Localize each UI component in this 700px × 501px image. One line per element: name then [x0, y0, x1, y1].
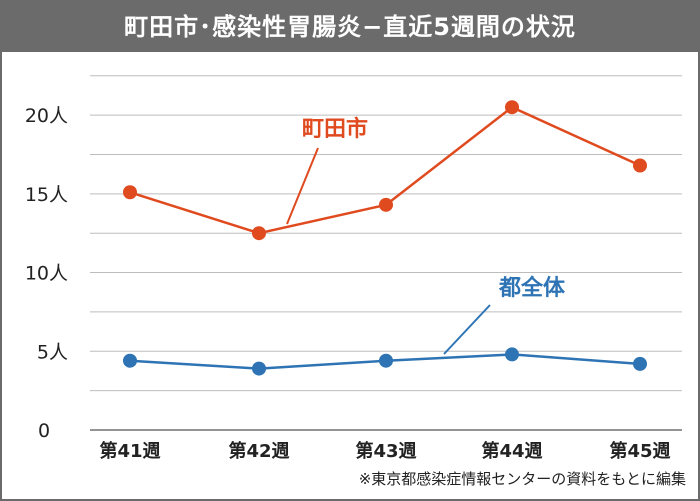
data-point [379, 353, 393, 368]
data-point [633, 158, 647, 173]
chart-title: 町田市･感染性胃腸炎−直近5週間の状況 [2, 2, 698, 52]
x-tick-label: 第45週 [609, 440, 670, 462]
y-tick-label: 10人 [25, 263, 68, 285]
y-tick-label: 15人 [25, 184, 68, 206]
x-tick-label: 第43週 [355, 440, 416, 462]
data-point [633, 356, 647, 371]
series-label: 町田市 [302, 116, 368, 142]
data-point [379, 197, 393, 212]
y-tick-label: 0 [38, 420, 50, 442]
series-line [129, 105, 641, 235]
series-leader-line [443, 304, 491, 355]
data-point [505, 100, 519, 115]
series-label: 都全体 [498, 275, 566, 301]
source-note: ※東京都感染症情報センターの資料をもとに編集 [358, 470, 686, 488]
data-point [123, 185, 137, 200]
x-tick-label: 第42週 [228, 440, 289, 462]
y-tick-label: 5人 [37, 341, 68, 363]
data-point [505, 347, 519, 362]
x-tick-label: 第44週 [481, 440, 542, 462]
y-tick-label: 20人 [25, 105, 68, 127]
series-leader-line [286, 147, 319, 225]
data-point [252, 226, 266, 241]
x-tick-label: 第41週 [99, 440, 160, 462]
data-point [123, 353, 137, 368]
data-point [252, 361, 266, 376]
